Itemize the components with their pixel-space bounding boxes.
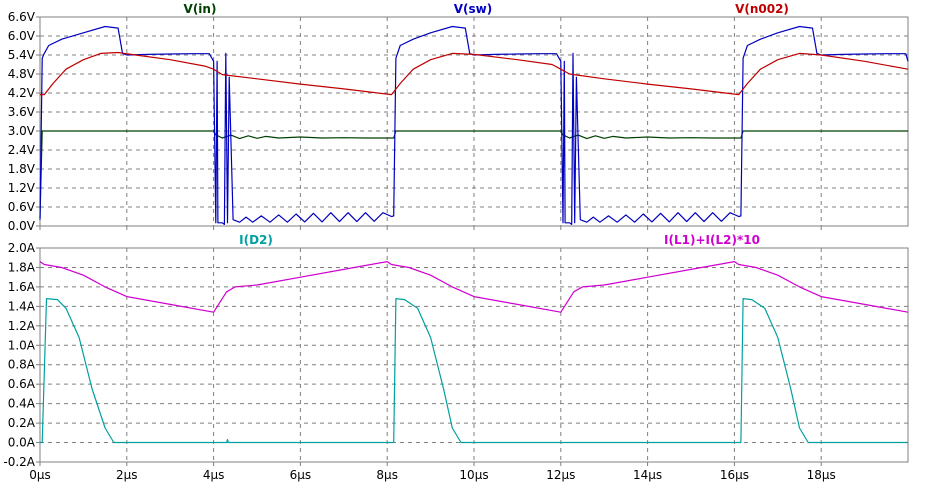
y-tick-label: 1.8A <box>8 260 36 274</box>
x-tick-label: 18µs <box>807 468 836 482</box>
x-tick-label: 6µs <box>290 468 312 482</box>
x-tick-label: 4µs <box>203 468 225 482</box>
x-tick-label: 16µs <box>720 468 749 482</box>
series-label: V(n002) <box>735 2 789 16</box>
y-tick-label: 0.0A <box>8 436 36 450</box>
y-tick-label: 6.6V <box>8 10 36 24</box>
series-line-i-l1-i-l2-10 <box>39 261 909 313</box>
series-line-v-n002- <box>40 51 909 96</box>
x-tick-label: 10µs <box>459 468 488 482</box>
y-tick-label: 1.8V <box>8 162 36 176</box>
y-tick-label: 0.4A <box>8 397 36 411</box>
series-label: I(L1)+I(L2)*10 <box>664 233 760 247</box>
y-tick-label: 2.4V <box>8 143 36 157</box>
y-tick-label: 3.6V <box>8 105 36 119</box>
y-tick-label: 0.0V <box>8 219 36 233</box>
x-tick-label: 0µs <box>29 468 51 482</box>
x-tick-label: 2µs <box>116 468 138 482</box>
y-tick-label: 4.2V <box>8 86 36 100</box>
y-tick-label: 4.8V <box>8 67 36 81</box>
y-tick-label: 1.6A <box>8 280 36 294</box>
series-line-i-d2- <box>40 298 908 444</box>
series-line-v-sw- <box>39 25 909 225</box>
y-tick-label: 0.6V <box>8 200 36 214</box>
x-tick-label: 8µs <box>376 468 398 482</box>
y-tick-label: 1.2V <box>8 181 36 195</box>
x-tick-label: 14µs <box>633 468 662 482</box>
y-tick-label: -0.2A <box>3 455 35 469</box>
y-tick-label: 1.0A <box>8 338 36 352</box>
y-tick-label: 0.6A <box>8 377 36 391</box>
x-tick-label: 12µs <box>546 468 575 482</box>
series-label: V(sw) <box>454 2 492 16</box>
y-tick-label: 3.0V <box>8 124 36 138</box>
y-tick-label: 0.2A <box>8 416 36 430</box>
y-tick-label: 5.4V <box>8 48 36 62</box>
y-tick-label: 6.0V <box>8 29 36 43</box>
y-tick-label: 2.0A <box>8 241 36 255</box>
y-tick-label: 1.2A <box>8 319 36 333</box>
series-label: V(in) <box>184 2 217 16</box>
series-label: I(D2) <box>239 233 273 247</box>
y-tick-label: 0.8A <box>8 358 36 372</box>
y-tick-label: 1.4A <box>8 299 36 313</box>
